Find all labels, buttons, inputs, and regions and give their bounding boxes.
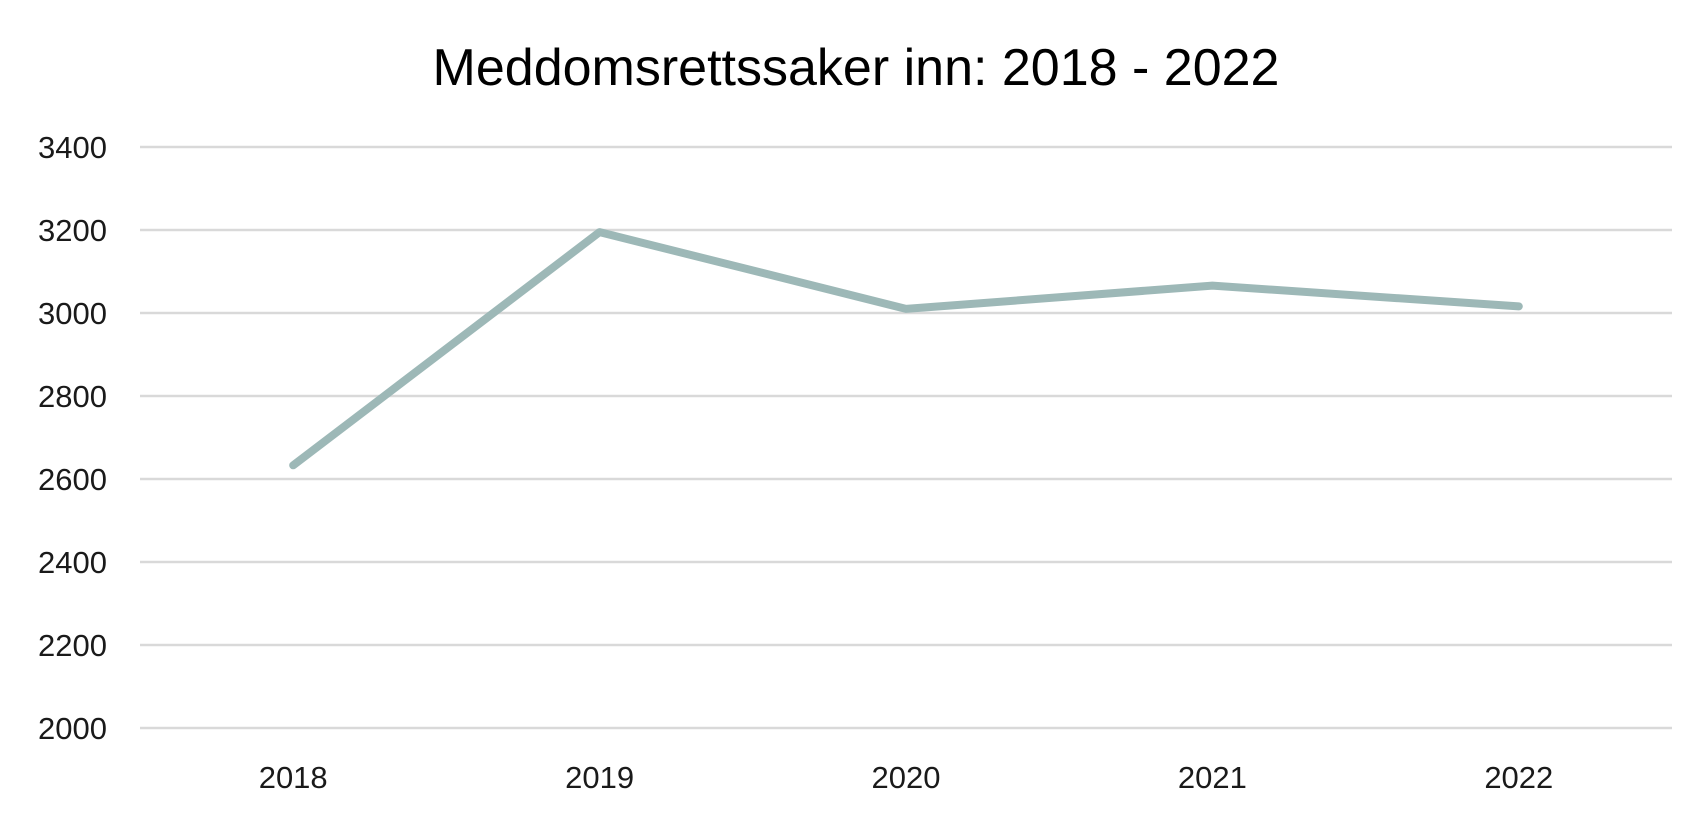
series-layer <box>289 228 1523 470</box>
x-tick-label: 2021 <box>1178 760 1247 795</box>
x-tick-label: 2019 <box>565 760 634 795</box>
y-tick-label: 2000 <box>38 711 107 746</box>
x-tick-label: 2022 <box>1484 760 1553 795</box>
y-tick-label: 2600 <box>38 462 107 497</box>
y-tick-label: 2800 <box>38 379 107 414</box>
y-tick-label: 3000 <box>38 296 107 331</box>
y-tick-label: 2400 <box>38 545 107 580</box>
y-tick-label: 2200 <box>38 628 107 663</box>
gridlines <box>140 145 1672 730</box>
series-line <box>289 228 1523 470</box>
x-tick-label: 2020 <box>872 760 941 795</box>
y-axis-ticks: 2000 2200 2400 2600 2800 3000 3200 3400 <box>38 130 107 746</box>
chart-title: Meddomsrettssaker inn: 2018 - 2022 <box>433 39 1280 97</box>
y-tick-label: 3200 <box>38 213 107 248</box>
y-tick-label: 3400 <box>38 130 107 165</box>
x-tick-label: 2018 <box>259 760 328 795</box>
x-axis-ticks: 2018 2019 2020 2021 2022 <box>259 760 1554 795</box>
